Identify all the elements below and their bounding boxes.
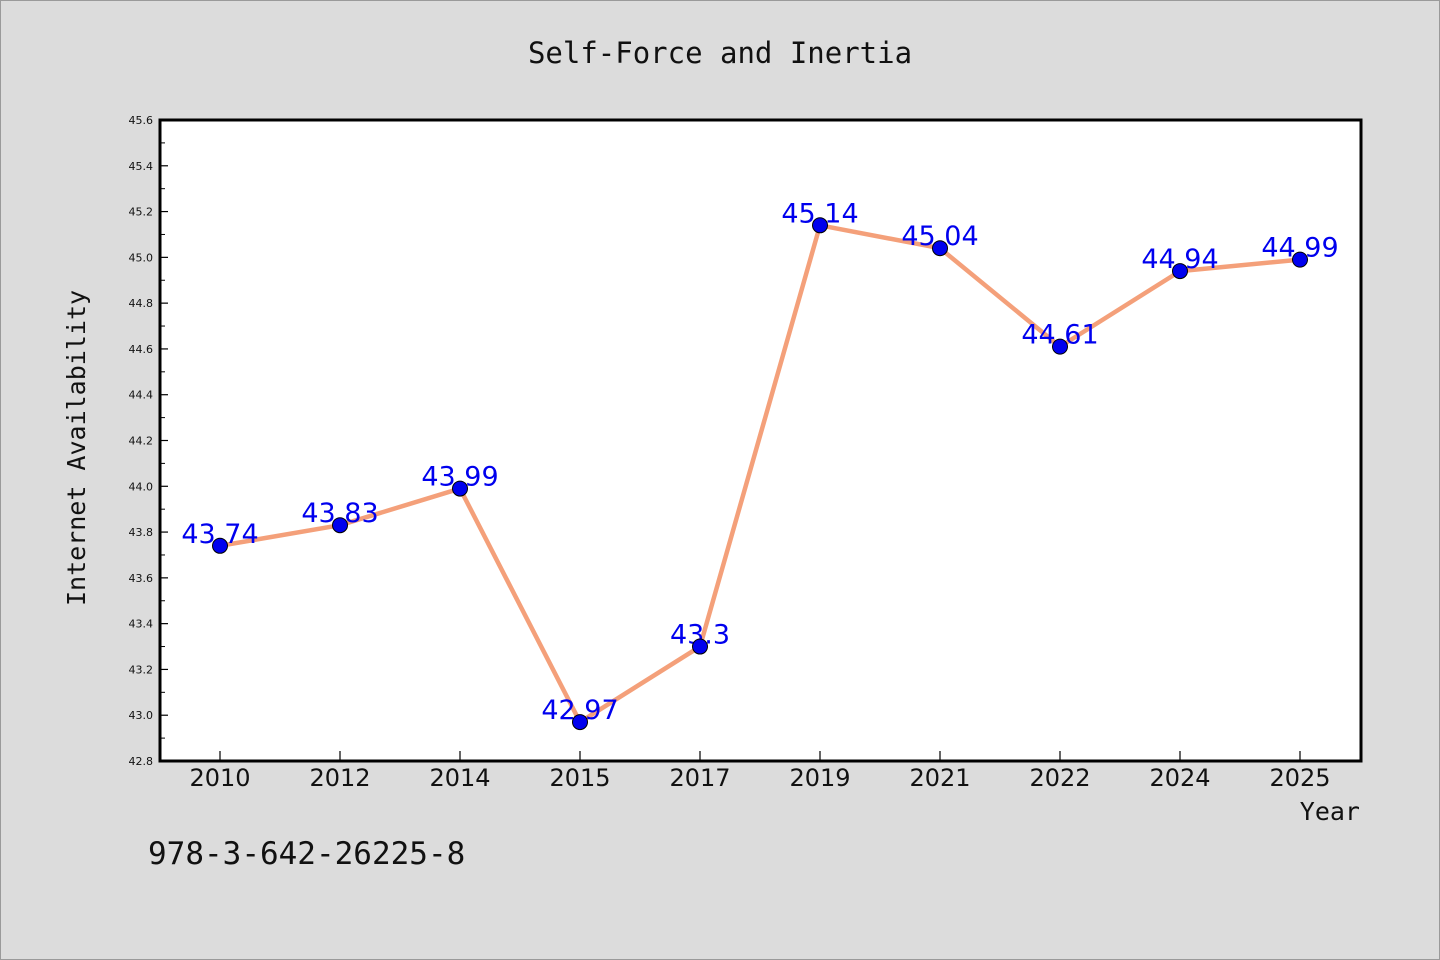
x-tick-label: 2012	[309, 764, 370, 792]
x-tick-label: 2015	[549, 764, 610, 792]
data-point	[332, 517, 348, 534]
series-line	[217, 223, 1303, 725]
y-tick-label: 43.8	[129, 526, 154, 539]
y-tick-label: 44.6	[129, 343, 154, 356]
y-tick-label: 44.0	[129, 480, 154, 493]
data-point	[452, 480, 468, 497]
x-tick-label: 2022	[1029, 764, 1090, 792]
y-tick-label: 45.2	[129, 206, 154, 219]
y-tick-label: 43.2	[129, 663, 154, 676]
y-axis: 42.8 43.0 43.2 43.4 43.6 43.8 44.0 44.2 44.4 44.6…	[129, 114, 168, 768]
x-tick-label: 2014	[429, 764, 490, 792]
y-tick-label: 45.4	[129, 160, 154, 173]
data-point	[572, 714, 588, 731]
data-markers	[212, 217, 1308, 731]
x-axis-label: Year	[1300, 797, 1360, 826]
y-tick-label: 43.0	[129, 709, 154, 722]
y-tick-label: 44.8	[129, 297, 154, 310]
y-tick-label: 45.0	[129, 251, 154, 264]
plot-area	[158, 118, 1363, 763]
data-point	[692, 638, 708, 655]
x-tick-label: 2024	[1149, 764, 1210, 792]
isbn-annotation: 978-3-642-26225-8	[148, 836, 465, 872]
data-point	[1052, 338, 1068, 355]
y-tick-label: 44.4	[129, 389, 154, 402]
data-point	[1292, 251, 1308, 268]
chart-title: Self-Force and Inertia	[528, 36, 912, 70]
data-point	[812, 217, 828, 234]
y-tick-label: 43.4	[129, 618, 154, 631]
x-tick-label: 2019	[789, 764, 850, 792]
x-tick-label: 2025	[1269, 764, 1330, 792]
x-tick-label: 2017	[669, 764, 730, 792]
y-tick-label: 43.6	[129, 572, 154, 585]
y-axis-label: Internet Availability	[62, 290, 91, 606]
x-tick-label: 2010	[189, 764, 250, 792]
data-point	[1172, 263, 1188, 280]
data-point	[932, 240, 948, 257]
y-tick-label: 42.8	[129, 755, 154, 768]
x-axis: 2010 2012 2014 2015 2017 2019 2021 2022 2024 2025	[189, 751, 1331, 792]
x-tick-label: 2021	[909, 764, 970, 792]
y-tick-label: 45.6	[129, 114, 154, 127]
data-point	[212, 537, 228, 554]
y-tick-label: 44.2	[129, 435, 154, 448]
